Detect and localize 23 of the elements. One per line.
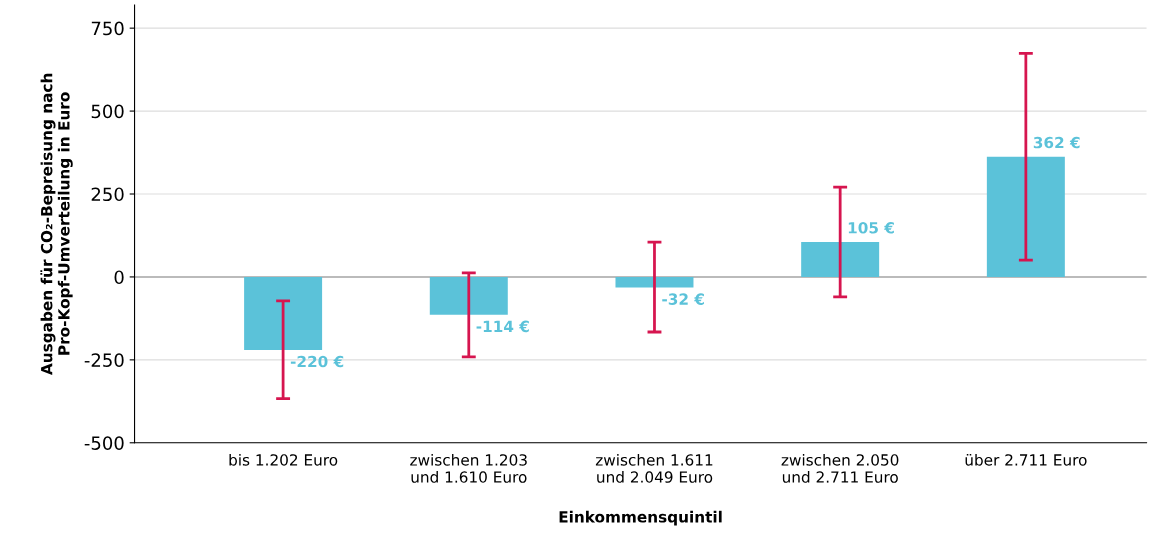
x-tick-label: bis 1.202 Euro <box>229 453 338 466</box>
x-tick-label: zwischen 1.203 und 1.610 Euro <box>410 453 527 483</box>
x-axis-title: Einkommensquintil <box>559 510 722 526</box>
data-label: -32 € <box>662 293 704 305</box>
bar <box>986 156 1065 277</box>
data-label: 105 € <box>848 222 894 234</box>
y-tick-label: 750 <box>91 21 124 36</box>
y-axis-title: Ausgaben für CO₂-Bepreisung nach Pro-Kopf-Umverteilung in Euro <box>40 73 73 375</box>
y-tick-label: 500 <box>91 104 124 119</box>
x-tick-label: zwischen 2.050 und 2.711 Euro <box>781 453 899 483</box>
data-label: -220 € <box>290 355 344 368</box>
x-tick-label: zwischen 1.611 und 2.049 Euro <box>595 453 713 483</box>
bar <box>429 276 508 315</box>
y-tick-label: 250 <box>91 187 124 202</box>
bar <box>801 242 880 277</box>
data-label: -114 € <box>476 320 529 333</box>
y-tick-label: 0 <box>114 270 124 285</box>
bar <box>244 276 323 350</box>
bar <box>615 276 694 288</box>
y-tick-label: -500 <box>84 436 124 450</box>
x-tick-label: über 2.711 Euro <box>965 453 1087 466</box>
data-label: 362 € <box>1033 136 1080 149</box>
y-tick-label: -250 <box>84 353 124 367</box>
